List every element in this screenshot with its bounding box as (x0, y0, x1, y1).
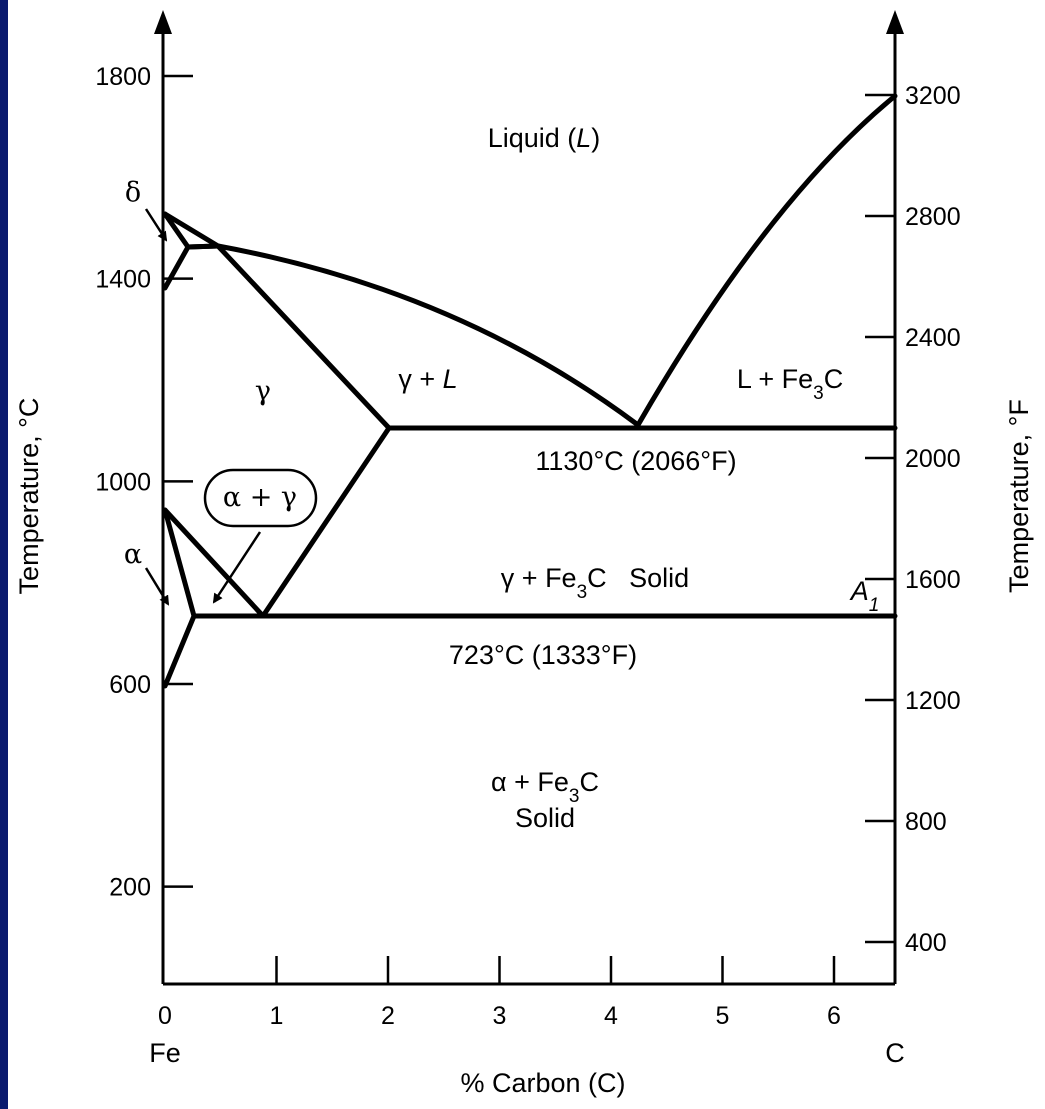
alpha-gamma-pointer-arrow (212, 531, 262, 604)
right-axis-ticks: 3200 2800 2400 2000 1600 1200 800 400 (865, 82, 961, 957)
right-tick-label: 800 (905, 808, 947, 836)
liquid-fe3c-label: L + Fe3C (737, 364, 843, 404)
gamma-label: γ (255, 376, 271, 407)
left-tick-label: 1000 (95, 468, 151, 496)
delta-label: δ (125, 177, 141, 208)
liquid-label: Liquid (L) (488, 123, 601, 153)
left-axis-ticks: 1800 1400 1000 600 200 (95, 63, 193, 902)
right-axis-title: Temperature, °F (1004, 399, 1034, 593)
gamma-solidus-line (215, 243, 392, 431)
x-axis-title: % Carbon (C) (460, 1068, 625, 1098)
gamma-liquid-label: γ + L (398, 364, 457, 394)
delta-pointer-arrow (144, 208, 168, 242)
alpha-gamma-bubble (203, 468, 318, 528)
phase-diagram-panel: 1800 1400 1000 600 200 3200 2800 2400 2000 1600 1… (8, 0, 1045, 1109)
liquidus-right-curve (635, 93, 898, 428)
gamma-fe3c-solid-label: γ + Fe3C Solid (501, 563, 689, 603)
x-axis-ticks: 0 1 2 3 4 5 6 (158, 956, 841, 1030)
alpha-pointer-arrow (144, 567, 170, 606)
x-tick-label: 6 (827, 1002, 841, 1030)
left-tick-label: 600 (109, 671, 151, 699)
left-tick-label: 1800 (95, 63, 151, 91)
right-tick-label: 1600 (905, 566, 961, 594)
x-tick-label: 0 (158, 1002, 172, 1030)
right-tick-label: 2400 (905, 324, 961, 352)
x-tick-label: 2 (381, 1002, 395, 1030)
liquidus-left-curve (215, 243, 641, 428)
alpha-label: α (124, 539, 142, 570)
eutectoid-label: 723°C (1333°F) (449, 640, 637, 670)
eutectic-label: 1130°C (2066°F) (535, 446, 736, 476)
right-tick-label: 2800 (905, 203, 961, 231)
alpha-fe3c-label: α + Fe3C (491, 767, 599, 807)
acm-line (260, 425, 392, 619)
left-axis-arrow (154, 10, 172, 34)
right-tick-label: 3200 (905, 82, 961, 110)
left-tick-label: 200 (109, 874, 151, 902)
a3-line (162, 507, 266, 619)
x-tick-label: 4 (604, 1002, 618, 1030)
left-axis-title: Temperature, °C (14, 398, 44, 595)
alpha-lower-line (162, 613, 197, 689)
left-tick-label: 1400 (95, 266, 151, 294)
alpha-gamma-label: α + γ (223, 482, 297, 513)
a1-label: A1 (849, 576, 880, 616)
x-tick-label: 5 (716, 1002, 730, 1030)
fe-end-label: Fe (149, 1038, 181, 1068)
right-axis-arrow (886, 10, 904, 34)
delta-peritectic-line (162, 211, 221, 250)
c-end-label: C (885, 1038, 905, 1068)
x-tick-label: 1 (270, 1002, 284, 1030)
right-tick-label: 400 (905, 929, 947, 957)
solid-label: Solid (515, 803, 575, 833)
x-tick-label: 3 (493, 1002, 507, 1030)
alpha-upper-line (162, 507, 197, 619)
right-tick-label: 2000 (905, 445, 961, 473)
right-tick-label: 1200 (905, 687, 961, 715)
